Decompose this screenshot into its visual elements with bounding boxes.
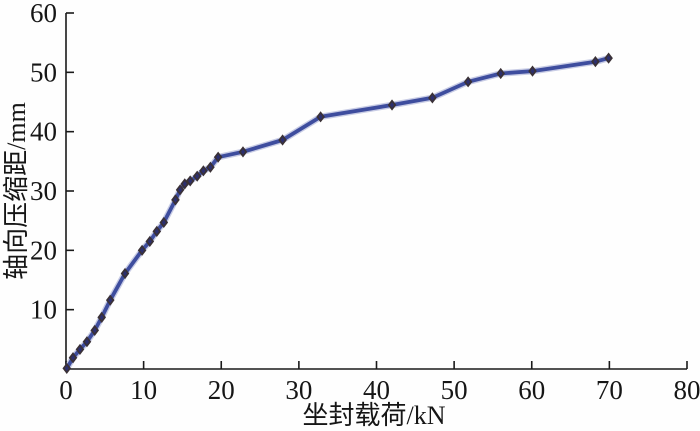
data-point-marker-core: [92, 327, 97, 334]
data-point-marker-core: [195, 173, 200, 180]
data-point-marker-core: [99, 314, 104, 321]
y-axis-title: 轴向压缩距/mm: [2, 102, 31, 280]
x-tick-label: 20: [208, 375, 235, 405]
y-tick-label: 10: [30, 295, 57, 325]
axis-spines: [65, 13, 687, 370]
y-tick-label: 20: [30, 235, 57, 265]
data-point-marker-core: [188, 178, 193, 184]
data-point-marker-core: [178, 186, 183, 193]
x-tick-label: 80: [674, 375, 700, 405]
series-line: [64, 56, 611, 371]
data-point-marker-core: [70, 354, 76, 361]
data-point-marker-core: [122, 270, 128, 277]
data-point-marker-core: [77, 346, 83, 353]
data-point-marker-core: [389, 102, 395, 108]
x-tick-label: 60: [518, 375, 545, 405]
data-point-marker-core: [318, 113, 323, 120]
y-tick-label: 60: [30, 0, 57, 28]
data-point-marker-core: [498, 70, 503, 77]
data-point-marker-core: [208, 164, 213, 171]
x-tick-label: 70: [596, 375, 623, 405]
data-point-marker-core: [161, 219, 166, 226]
x-tick-label: 50: [441, 375, 468, 405]
data-point-marker-core: [240, 148, 246, 155]
data-point-marker-core: [606, 55, 611, 61]
data-point-marker-core: [147, 238, 152, 245]
data-point-marker-core: [108, 297, 113, 304]
data-point-marker-core: [182, 180, 187, 187]
data-point-marker-core: [154, 228, 159, 235]
data-point-marker-core: [64, 365, 69, 372]
x-tick-label: 40: [363, 375, 390, 405]
data-point-marker-core: [530, 68, 535, 75]
data-point-marker-core: [216, 154, 221, 161]
x-tick-label: 0: [59, 375, 73, 405]
data-point-marker-core: [84, 338, 90, 345]
data-point-marker-core: [201, 167, 206, 174]
data-point-marker-core: [173, 197, 178, 203]
x-axis-title: 坐封载荷/kN: [302, 401, 445, 430]
x-tick-label: 30: [285, 375, 312, 405]
y-tick-label: 30: [30, 176, 57, 206]
data-point-marker-core: [280, 137, 285, 143]
series-line-halo: [63, 54, 612, 372]
data-point-marker-core: [139, 247, 145, 254]
x-tick-label: 10: [130, 375, 157, 405]
data-point-marker-core: [430, 94, 435, 101]
data-point-marker-core: [465, 78, 471, 85]
data-point-marker-core: [593, 58, 598, 65]
y-tick-label: 50: [30, 57, 57, 87]
y-tick-label: 40: [30, 117, 57, 147]
